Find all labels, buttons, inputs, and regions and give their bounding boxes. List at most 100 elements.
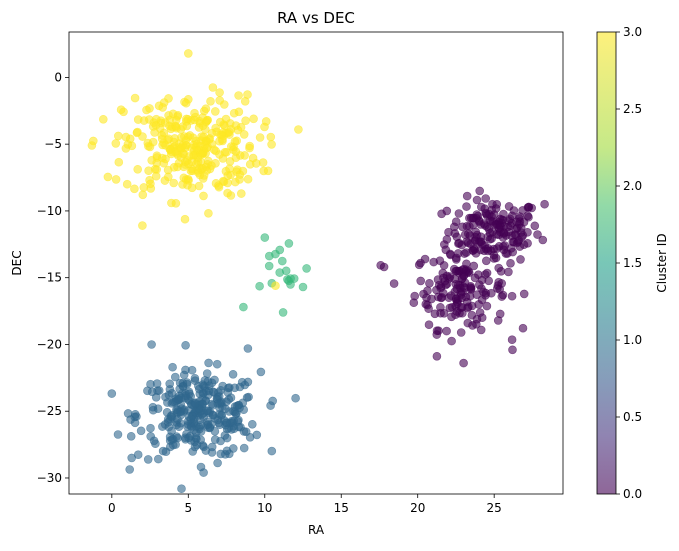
scatter-point xyxy=(165,436,175,445)
scatter-point xyxy=(163,165,173,175)
scatter-point xyxy=(103,172,113,182)
colorbar-tick-label: 3.0 xyxy=(623,25,642,39)
scatter-point xyxy=(130,93,140,103)
scatter-point xyxy=(220,100,229,109)
colorbar-tick-label: 0.0 xyxy=(623,487,642,501)
scatter-point xyxy=(121,132,131,142)
scatter-point xyxy=(214,182,224,192)
colorbar-tick-label: 0.5 xyxy=(623,410,642,424)
scatter-point xyxy=(176,143,186,153)
scatter-point xyxy=(111,139,121,148)
scatter-point xyxy=(481,256,491,266)
scatter-point xyxy=(516,255,525,264)
colorbar-tick-label: 1.5 xyxy=(623,256,642,270)
scatter-point xyxy=(114,131,123,141)
scatter-point xyxy=(533,230,542,239)
scatter-point xyxy=(150,128,159,137)
scatter-point xyxy=(169,178,178,188)
scatter-point xyxy=(239,427,249,436)
scatter-point xyxy=(228,418,237,427)
scatter-point xyxy=(243,344,253,353)
scatter-point xyxy=(516,223,526,233)
scatter-point xyxy=(419,289,428,299)
scatter-point xyxy=(182,114,191,124)
scatter-point xyxy=(266,132,276,142)
scatter-point xyxy=(233,125,243,135)
scatter-point xyxy=(204,209,213,218)
scatter-point xyxy=(298,282,308,292)
scatter-point xyxy=(147,156,156,165)
scatter-point xyxy=(166,411,176,421)
scatter-point xyxy=(203,423,213,432)
scatter-point xyxy=(497,279,507,288)
scatter-point xyxy=(462,191,472,201)
scatter-point xyxy=(199,191,208,201)
scatter-point xyxy=(284,276,294,286)
scatter-point xyxy=(176,393,186,403)
scatter-point xyxy=(540,199,549,209)
scatter-point xyxy=(180,214,190,224)
scatter-point xyxy=(172,123,181,133)
scatter-point xyxy=(451,255,461,264)
scatter-point xyxy=(194,181,204,191)
scatter-point xyxy=(432,351,442,361)
scatter-point xyxy=(255,133,265,142)
scatter-point xyxy=(239,405,248,415)
scatter-point xyxy=(266,401,275,410)
scatter-point xyxy=(463,303,472,313)
scatter-point xyxy=(264,261,274,271)
scatter-point xyxy=(168,362,177,372)
scatter-point xyxy=(500,241,510,250)
scatter-point xyxy=(218,381,227,391)
y-axis-ticks: 0 −5 −10 −15 −20 −25 −30 xyxy=(37,70,69,485)
scatter-point xyxy=(207,399,217,409)
scatter-point xyxy=(131,409,140,419)
scatter-point xyxy=(472,195,482,205)
scatter-point xyxy=(116,105,126,114)
scatter-point xyxy=(489,254,499,263)
scatter-point xyxy=(245,143,254,153)
scatter-point xyxy=(190,115,199,125)
scatter-point xyxy=(506,258,515,268)
scatter-point xyxy=(456,328,466,337)
scatter-point xyxy=(147,340,156,349)
scatter-point xyxy=(177,484,186,494)
scatter-point xyxy=(481,194,491,203)
scatter-point xyxy=(277,256,287,266)
scatter-point xyxy=(441,245,451,255)
scatter-point xyxy=(202,143,212,153)
scatter-point xyxy=(158,446,168,456)
scatter-point xyxy=(143,138,153,148)
scatter-point xyxy=(459,358,468,368)
scatter-point xyxy=(123,409,133,418)
scatter-point xyxy=(190,398,200,408)
scatter-point xyxy=(259,166,269,176)
scatter-point xyxy=(475,186,485,196)
scatter-point xyxy=(153,386,162,396)
scatter-point xyxy=(204,386,214,396)
scatter-point xyxy=(389,279,399,288)
scatter-point xyxy=(133,165,142,174)
scatter-point xyxy=(507,218,517,228)
scatter-point xyxy=(278,308,288,317)
scatter-point xyxy=(243,90,252,99)
scatter-point xyxy=(211,107,220,116)
x-axis-ticks: 0 5 10 15 20 25 xyxy=(108,494,502,515)
scatter-point xyxy=(486,288,496,298)
colorbar-tick-label: 2.5 xyxy=(623,102,642,116)
scatter-point xyxy=(176,410,186,420)
scatter-point xyxy=(181,365,190,375)
scatter-point xyxy=(462,202,471,211)
scatter-point xyxy=(186,392,195,401)
scatter-point xyxy=(477,284,486,293)
scatter-point xyxy=(439,273,448,283)
scatter-point xyxy=(239,443,249,453)
colorbar xyxy=(597,32,616,494)
scatter-point xyxy=(416,258,425,268)
scatter-point xyxy=(229,108,239,118)
scatter-point xyxy=(291,393,300,403)
scatter-point xyxy=(468,321,477,330)
y-tick-label: −25 xyxy=(37,404,62,418)
scatter-point xyxy=(195,389,205,399)
scatter-point xyxy=(225,127,234,137)
